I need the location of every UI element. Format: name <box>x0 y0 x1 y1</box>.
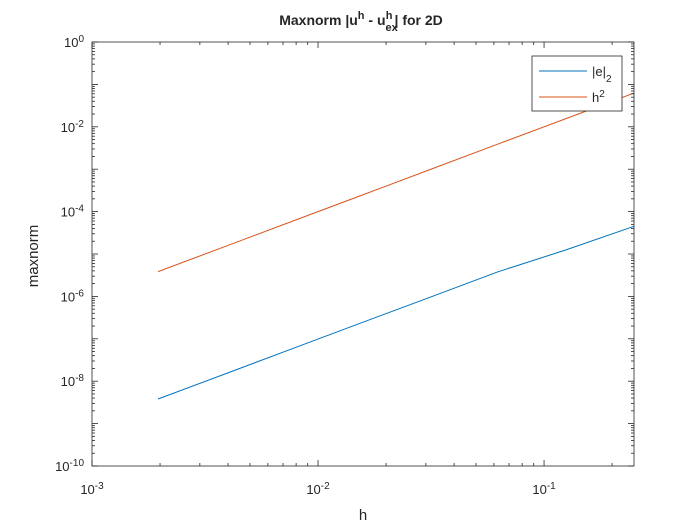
title-sup-2: h <box>386 10 393 22</box>
x-tick-label: 10-1 <box>532 481 556 498</box>
y-tick-label: 100 <box>64 34 84 51</box>
title-mid: - u <box>365 12 386 28</box>
series-layer <box>157 92 635 400</box>
y-tick-label: 10-10 <box>55 458 84 475</box>
axes-layer: 10-3 10-2 10-1 10-10 10-8 10-6 10-4 10-2 100 <box>55 34 635 498</box>
series-line-2 <box>157 92 635 273</box>
title-prefix: Maxnorm |u <box>279 12 358 28</box>
x-tick-label: 10-3 <box>80 481 104 498</box>
legend-label-series-2: h2 <box>592 89 605 106</box>
y-axis-label: maxnorm <box>25 225 42 288</box>
title-sub: ex <box>386 22 399 34</box>
title-sup-1: h <box>358 10 365 22</box>
legend: |e|2 h2 <box>531 55 623 112</box>
x-tick-label: 10-2 <box>306 481 330 498</box>
y-tick-label: 10-6 <box>61 288 85 305</box>
plot-area <box>92 42 634 466</box>
y-tick-label: 10-2 <box>61 118 85 135</box>
y-tick-label: 10-8 <box>61 373 85 390</box>
chart-title: Maxnorm |uh - uexh | for 2D <box>279 10 443 34</box>
y-tick-label: 10-4 <box>61 203 85 220</box>
title-suffix: | for 2D <box>395 12 443 28</box>
series-line-1 <box>157 225 635 400</box>
legend-label-series-1: |e|2 <box>592 64 612 85</box>
legend-box <box>531 55 623 112</box>
x-axis-label: h <box>359 507 367 524</box>
